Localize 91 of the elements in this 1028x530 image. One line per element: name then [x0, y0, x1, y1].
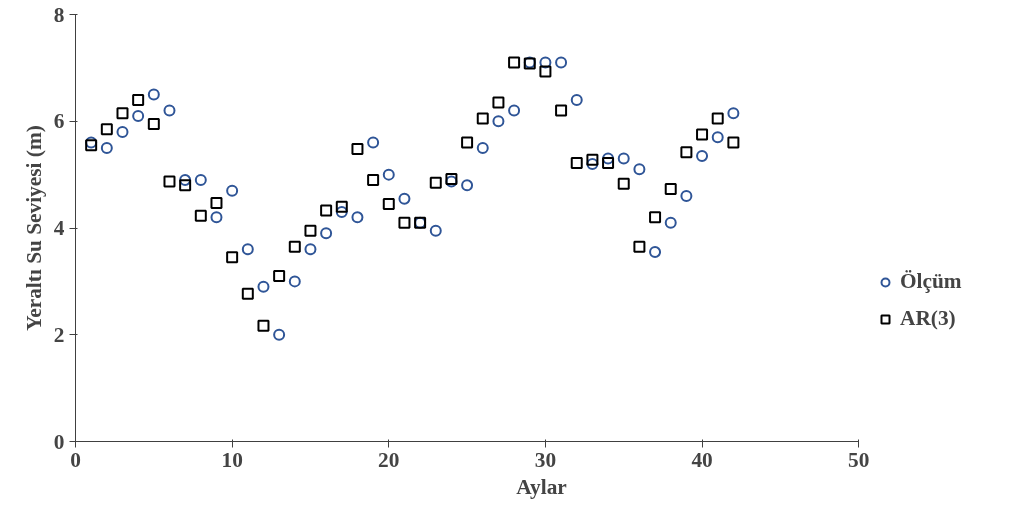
point [680, 146, 693, 159]
x-tick-label: 10 [221, 447, 243, 472]
point [351, 211, 364, 224]
point [241, 287, 254, 300]
point [179, 179, 192, 192]
point [680, 189, 693, 202]
point [570, 93, 583, 106]
x-tick-label: 30 [534, 447, 557, 472]
point [398, 192, 411, 205]
y-tick-label: 2 [53, 322, 65, 347]
point [163, 175, 176, 188]
point [132, 93, 145, 106]
point [367, 136, 380, 149]
point [461, 136, 474, 149]
y-axis-title: Yeraltı Su Seviyesi (m) [21, 125, 46, 331]
point [382, 197, 395, 210]
point [586, 153, 599, 166]
point [257, 280, 270, 293]
point [539, 56, 552, 69]
point [210, 196, 223, 209]
point [664, 216, 677, 229]
point [602, 156, 615, 169]
point [429, 176, 442, 189]
point [539, 65, 552, 78]
point [727, 136, 740, 149]
x-tick-label: 40 [691, 447, 713, 472]
point [335, 200, 348, 213]
y-tick-label: 6 [53, 109, 65, 134]
point [304, 224, 317, 237]
point [476, 112, 489, 125]
y-tick-label: 0 [53, 429, 65, 454]
y-tick-label: 8 [53, 2, 65, 27]
point [617, 152, 630, 165]
point [492, 115, 505, 128]
point [210, 211, 223, 224]
point [116, 107, 129, 120]
point [711, 131, 724, 144]
point [633, 163, 646, 176]
y-tick-label: 4 [53, 216, 65, 240]
point [241, 243, 254, 256]
point [602, 152, 615, 165]
x-tick-label: 50 [848, 447, 870, 472]
point [226, 251, 239, 264]
point [288, 275, 301, 288]
point [508, 104, 521, 117]
point [696, 128, 709, 141]
point [727, 107, 740, 120]
x-tick-label: 0 [70, 447, 81, 472]
point [100, 123, 113, 136]
point [649, 246, 662, 259]
x-tick-label: 20 [378, 447, 400, 472]
point [132, 109, 145, 122]
point [320, 227, 333, 240]
point [147, 117, 160, 130]
point [664, 183, 677, 196]
point [711, 112, 724, 125]
point [649, 211, 662, 224]
point [617, 177, 630, 190]
point [304, 243, 317, 256]
point [429, 224, 442, 237]
point [257, 319, 270, 332]
point [194, 209, 207, 222]
point [367, 173, 380, 186]
point [492, 96, 505, 109]
point [351, 143, 364, 156]
point [163, 104, 176, 117]
legend-label: Ölçüm [900, 269, 962, 294]
point [476, 141, 489, 154]
point [116, 125, 129, 138]
point [398, 216, 411, 229]
point [147, 88, 160, 101]
point [194, 173, 207, 186]
point [335, 206, 348, 218]
point [382, 168, 395, 181]
point [226, 184, 239, 197]
point [179, 173, 192, 186]
point [288, 240, 301, 253]
point [273, 270, 286, 283]
point [100, 141, 113, 154]
point [555, 104, 568, 117]
point [696, 149, 709, 162]
point [508, 56, 521, 69]
x-axis-title: Aylar [516, 474, 568, 499]
point [461, 179, 474, 192]
point [273, 328, 286, 341]
point [633, 240, 646, 253]
point [555, 56, 568, 69]
legend-label: AR(3) [900, 306, 957, 331]
point [320, 204, 333, 217]
point [586, 157, 599, 170]
point [570, 156, 583, 169]
